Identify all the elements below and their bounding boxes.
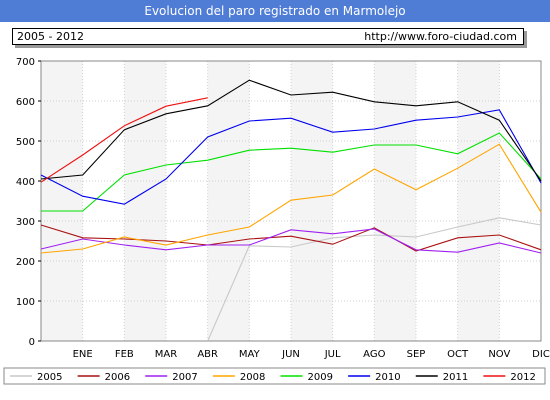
legend-label: 2008 <box>240 372 265 383</box>
x-tick-label: OCT <box>447 349 469 360</box>
legend-label: 2012 <box>510 372 535 383</box>
x-tick-label: MAR <box>155 349 177 360</box>
legend-label: 2005 <box>37 372 62 383</box>
plot-band <box>457 61 500 341</box>
plot-band <box>124 61 166 341</box>
x-tick-label: JUN <box>281 349 300 360</box>
legend-label: 2006 <box>105 372 130 383</box>
series-line-2007 <box>40 228 542 254</box>
x-tick-label: MAY <box>239 349 261 360</box>
source-url: http://www.foro-ciudad.com <box>364 30 517 43</box>
x-tick-label: ABR <box>197 349 218 360</box>
x-tick-label: ENE <box>73 349 93 360</box>
period-label: 2005 - 2012 <box>17 30 84 43</box>
y-tick-label: 100 <box>16 297 35 308</box>
series-line-2006 <box>40 224 542 252</box>
series-line-2005 <box>207 217 542 342</box>
plot-frame <box>40 60 542 342</box>
legend-box <box>3 367 546 385</box>
series-line-2012 <box>40 97 208 183</box>
plot-band <box>207 61 250 341</box>
series-line-2009 <box>41 132 542 212</box>
series-line-2011 <box>40 79 542 182</box>
legend-label: 2011 <box>443 372 468 383</box>
x-tick-label: SEP <box>407 349 426 360</box>
info-box: 2005 - 2012 http://www.foro-ciudad.com <box>12 28 524 45</box>
legend-label: 2009 <box>308 372 333 383</box>
plot-band <box>291 61 333 341</box>
x-tick-label: FEB <box>115 349 134 360</box>
series-line-2010 <box>40 109 542 205</box>
legend-label: 2010 <box>375 372 400 383</box>
y-tick-label: 700 <box>16 57 35 68</box>
y-tick-label: 500 <box>16 137 35 148</box>
y-tick-label: 0 <box>29 337 35 348</box>
plot-band <box>374 61 416 341</box>
chart-title: Evolucion del paro registrado en Marmole… <box>0 0 550 22</box>
plot-band <box>41 61 83 341</box>
x-tick-label: DIC <box>532 349 550 360</box>
y-tick-label: 400 <box>16 177 35 188</box>
y-tick-label: 600 <box>16 97 35 108</box>
legend-label: 2007 <box>172 372 197 383</box>
series-line-2008 <box>40 143 542 254</box>
y-tick-label: 300 <box>16 217 35 228</box>
y-tick-label: 200 <box>16 257 35 268</box>
x-tick-label: JUL <box>324 349 341 360</box>
x-tick-label: AGO <box>363 349 385 360</box>
x-tick-label: NOV <box>488 349 510 360</box>
